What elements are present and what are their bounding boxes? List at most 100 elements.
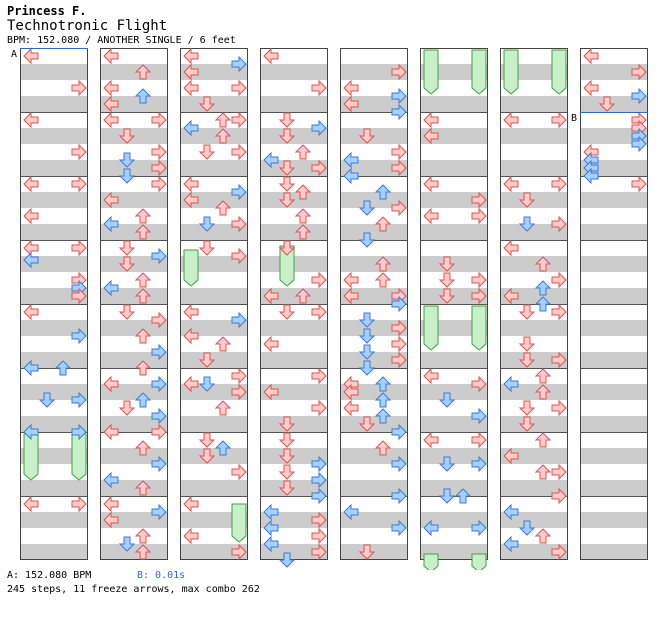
down-arrow-icon [278, 304, 296, 320]
down-arrow-icon [198, 376, 216, 392]
left-arrow-icon [263, 519, 279, 537]
down-arrow-icon [438, 456, 456, 472]
left-arrow-icon [103, 47, 119, 65]
beat-stripe [260, 384, 328, 400]
up-arrow-icon [134, 528, 152, 544]
beat-stripe [500, 224, 568, 240]
down-arrow-icon [278, 480, 296, 496]
left-arrow-icon [583, 167, 599, 185]
right-arrow-icon [151, 159, 167, 177]
beat-stripe [260, 512, 328, 528]
right-arrow-icon [231, 111, 247, 129]
freeze-arrow-icon [183, 249, 199, 287]
right-arrow-icon [551, 351, 567, 369]
left-arrow-icon [103, 471, 119, 489]
right-arrow-icon [551, 303, 567, 321]
right-arrow-icon [311, 79, 327, 97]
left-arrow-icon [423, 207, 439, 225]
right-arrow-icon [231, 183, 247, 201]
beat-stripe [500, 256, 568, 272]
down-arrow-icon [118, 240, 136, 256]
freeze-arrow-icon [23, 433, 39, 481]
down-arrow-icon [118, 128, 136, 144]
up-arrow-icon [374, 272, 392, 288]
beat-stripe [340, 224, 408, 240]
beat-stripe [580, 544, 648, 560]
beat-stripe [500, 512, 568, 528]
beat-stripe [340, 512, 408, 528]
down-arrow-icon [118, 168, 136, 184]
down-arrow-icon [518, 520, 536, 536]
beat-stripe [580, 64, 648, 80]
down-arrow-icon [278, 416, 296, 432]
chart-column [420, 48, 488, 560]
left-arrow-icon [503, 175, 519, 193]
up-arrow-icon [134, 208, 152, 224]
right-arrow-icon [151, 423, 167, 441]
right-arrow-icon [631, 135, 647, 153]
down-arrow-icon [358, 544, 376, 560]
beat-stripe [20, 288, 88, 304]
left-arrow-icon [23, 111, 39, 129]
chart-meta: BPM: 152.080 / ANOTHER SINGLE / 6 feet [7, 35, 236, 46]
right-arrow-icon [391, 351, 407, 369]
left-arrow-icon [343, 287, 359, 305]
beat-stripe [340, 448, 408, 464]
beat-stripe [20, 128, 88, 144]
left-arrow-icon [103, 79, 119, 97]
right-arrow-icon [551, 175, 567, 193]
freeze-arrow-icon [471, 49, 487, 95]
down-arrow-icon [438, 392, 456, 408]
down-arrow-icon [118, 304, 136, 320]
left-arrow-icon [343, 79, 359, 97]
up-arrow-icon [134, 272, 152, 288]
beat-stripe [340, 480, 408, 496]
left-arrow-icon [423, 431, 439, 449]
beat-stripe [100, 416, 168, 432]
left-arrow-icon [23, 423, 39, 441]
beat-stripe [100, 64, 168, 80]
right-arrow-icon [471, 455, 487, 473]
right-arrow-icon [391, 63, 407, 81]
down-arrow-icon [358, 360, 376, 376]
right-arrow-icon [551, 543, 567, 561]
up-arrow-icon [294, 144, 312, 160]
freeze-arrow-icon [471, 305, 487, 351]
down-arrow-icon [198, 432, 216, 448]
beat-stripe [180, 512, 248, 528]
column-border [180, 48, 248, 560]
left-arrow-icon [103, 279, 119, 297]
right-arrow-icon [311, 303, 327, 321]
right-arrow-icon [311, 471, 327, 489]
down-arrow-icon [358, 312, 376, 328]
down-arrow-icon [518, 416, 536, 432]
column-border [500, 48, 568, 560]
beat-stripe [420, 512, 488, 528]
left-arrow-icon [263, 47, 279, 65]
left-arrow-icon [103, 495, 119, 513]
up-arrow-icon [534, 528, 552, 544]
right-arrow-icon [471, 407, 487, 425]
right-arrow-icon [151, 111, 167, 129]
beat-stripe [20, 480, 88, 496]
down-arrow-icon [358, 344, 376, 360]
down-arrow-icon [278, 552, 296, 568]
left-arrow-icon [343, 383, 359, 401]
beat-stripe [100, 192, 168, 208]
right-arrow-icon [551, 215, 567, 233]
up-arrow-icon [134, 440, 152, 456]
left-arrow-icon [103, 191, 119, 209]
left-arrow-icon [183, 527, 199, 545]
right-arrow-icon [391, 519, 407, 537]
beat-stripe [580, 288, 648, 304]
down-arrow-icon [278, 176, 296, 192]
down-arrow-icon [358, 200, 376, 216]
beat-stripe [580, 320, 648, 336]
beat-stripe [500, 448, 568, 464]
up-arrow-icon [134, 64, 152, 80]
left-arrow-icon [343, 503, 359, 521]
up-arrow-icon [374, 216, 392, 232]
right-arrow-icon [391, 199, 407, 217]
beat-stripe [100, 160, 168, 176]
right-arrow-icon [231, 143, 247, 161]
